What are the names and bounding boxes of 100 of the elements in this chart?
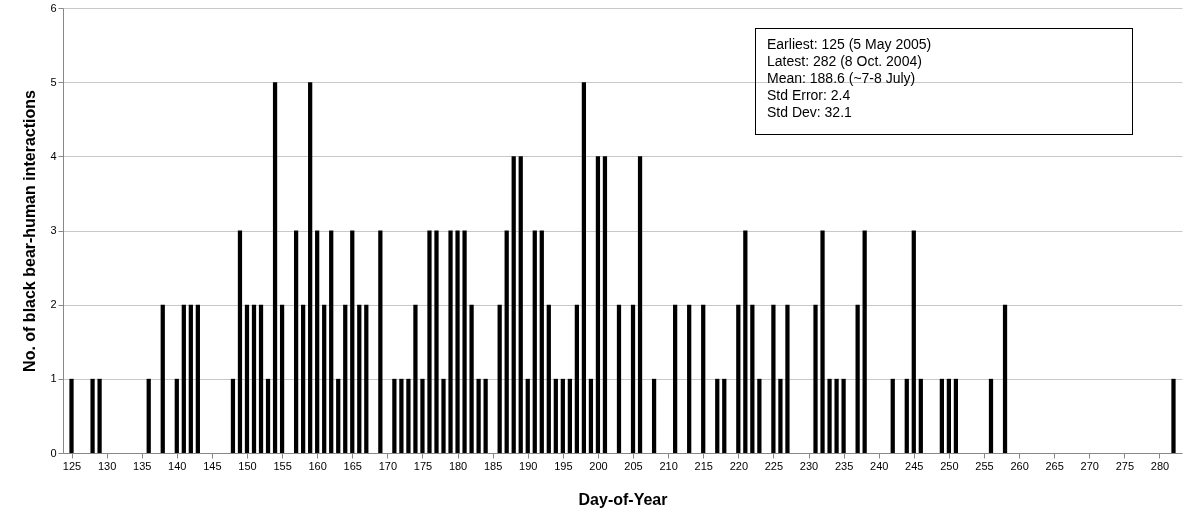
bar xyxy=(722,378,727,453)
annotation: Mean: 188.6 (~7-8 July) xyxy=(767,70,916,86)
bar xyxy=(673,304,678,453)
bar xyxy=(357,304,362,453)
bar xyxy=(539,230,544,453)
bar xyxy=(855,304,860,453)
bar xyxy=(244,304,250,453)
x-tick-label: 250 xyxy=(940,459,959,472)
bar xyxy=(420,378,425,453)
bar xyxy=(448,230,453,453)
bar xyxy=(146,378,151,453)
y-tick-label: 1 xyxy=(50,372,57,385)
bar xyxy=(988,378,994,453)
bar xyxy=(890,378,895,453)
annotation: Earliest: 125 (5 May 2005) xyxy=(767,36,932,52)
bar xyxy=(785,304,790,453)
bar xyxy=(69,378,74,453)
bar xyxy=(546,304,551,453)
bar xyxy=(399,378,404,453)
bar xyxy=(434,230,439,453)
x-tick-label: 180 xyxy=(448,459,468,472)
bar xyxy=(532,230,537,453)
bar xyxy=(918,378,923,453)
x-tick-label: 245 xyxy=(905,459,924,472)
bar xyxy=(392,378,397,453)
bar xyxy=(651,378,657,453)
bar xyxy=(476,378,481,453)
x-axis-title: Day-of-Year xyxy=(578,490,668,508)
bar xyxy=(406,378,411,453)
annotation: Std Dev: 32.1 xyxy=(767,104,853,120)
x-tick-label: 190 xyxy=(519,459,538,472)
y-tick-label: 3 xyxy=(50,224,57,236)
x-tick-label: 275 xyxy=(1115,459,1135,472)
x-tick-label: 255 xyxy=(975,459,994,472)
x-tick-label: 240 xyxy=(870,459,889,472)
bar xyxy=(322,304,327,453)
bar xyxy=(630,304,636,453)
x-tick-label: 215 xyxy=(694,459,713,472)
bar xyxy=(181,304,186,453)
bar xyxy=(315,230,320,453)
bar xyxy=(462,230,467,453)
bar xyxy=(251,304,257,453)
annotation: Std Error: 2.4 xyxy=(767,87,851,103)
x-tick-label: 225 xyxy=(764,459,784,472)
x-tick-label: 235 xyxy=(834,459,854,472)
bar xyxy=(715,378,720,453)
x-tick-label: 165 xyxy=(343,459,362,472)
bar xyxy=(279,304,285,453)
bar xyxy=(483,378,488,453)
x-tick-label: 175 xyxy=(413,459,433,472)
x-tick-label: 280 xyxy=(1150,459,1170,472)
bar xyxy=(272,82,278,453)
x-tick-label: 140 xyxy=(168,459,187,472)
bar xyxy=(258,304,264,453)
bar xyxy=(97,378,102,453)
bar xyxy=(637,156,643,453)
bar xyxy=(511,156,516,453)
bar xyxy=(160,304,165,453)
bar xyxy=(574,304,579,453)
bar xyxy=(778,378,783,453)
x-tick-label: 230 xyxy=(799,459,819,472)
bar xyxy=(230,378,236,453)
bar xyxy=(841,378,846,453)
bar xyxy=(827,378,832,453)
bar xyxy=(1171,378,1176,453)
bar xyxy=(90,378,95,453)
annotation: Latest: 282 (8 Oct. 2004) xyxy=(767,53,922,69)
bar xyxy=(441,378,446,453)
bar xyxy=(595,156,601,453)
bar xyxy=(616,304,622,453)
bar xyxy=(265,378,271,453)
x-tick-label: 130 xyxy=(97,459,117,472)
bar xyxy=(413,304,418,453)
bar xyxy=(301,304,306,453)
bar xyxy=(911,230,916,453)
x-tick-label: 265 xyxy=(1045,459,1064,472)
bar xyxy=(308,82,313,453)
bar xyxy=(939,378,944,453)
x-tick-label: 125 xyxy=(62,459,82,472)
bar xyxy=(813,304,818,453)
bar xyxy=(497,304,502,453)
bar xyxy=(904,378,909,453)
bar xyxy=(469,304,474,453)
bar xyxy=(588,378,594,453)
bar xyxy=(771,304,776,453)
bar xyxy=(602,156,608,453)
bar xyxy=(553,378,558,453)
bar xyxy=(504,230,509,453)
bar xyxy=(946,378,952,453)
bar xyxy=(820,230,825,453)
y-tick-label: 5 xyxy=(50,75,57,88)
x-tick-label: 210 xyxy=(659,459,678,472)
y-axis-title: No. of black bear-human interactions xyxy=(21,89,39,372)
x-tick-label: 260 xyxy=(1010,459,1029,472)
bar xyxy=(350,230,355,453)
bar xyxy=(336,378,341,453)
x-tick-label: 270 xyxy=(1080,459,1099,472)
x-tick-label: 185 xyxy=(483,459,503,472)
bar xyxy=(293,230,299,453)
bar xyxy=(953,378,959,453)
